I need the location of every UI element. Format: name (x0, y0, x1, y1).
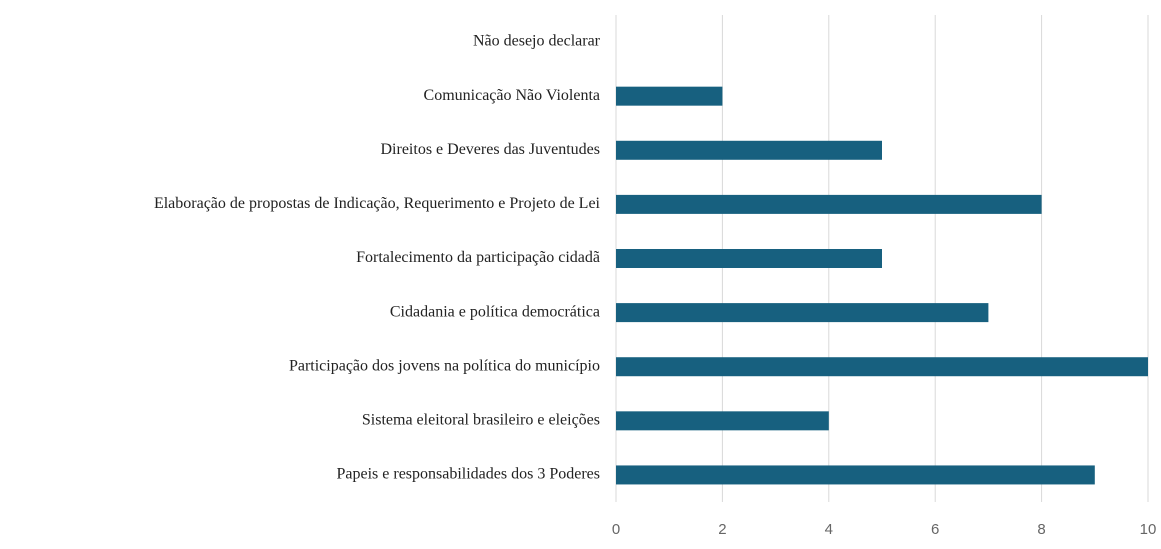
y-tick-label: Participação dos jovens na política do m… (289, 357, 600, 374)
y-tick-label: Fortalecimento da participação cidadã (356, 249, 600, 266)
x-tick-label: 8 (1037, 521, 1045, 538)
y-tick-label: Papeis e responsabilidades dos 3 Poderes (336, 466, 600, 483)
bar (616, 194, 1042, 214)
y-tick-label: Elaboração de propostas de Indicação, Re… (154, 195, 601, 212)
bar (616, 411, 829, 431)
bar (616, 249, 882, 268)
y-tick-label: Sistema eleitoral brasileiro e eleições (362, 412, 600, 429)
y-tick-label: Cidadania e política democrática (390, 303, 600, 320)
y-tick-label: Não desejo declarar (473, 33, 601, 50)
x-tick-label: 2 (718, 521, 726, 538)
bar (616, 303, 989, 323)
bar (616, 357, 1148, 377)
x-tick-label: 6 (931, 521, 939, 538)
bar (616, 465, 1095, 485)
x-tick-label: 4 (825, 521, 833, 538)
x-tick-label: 0 (612, 521, 620, 538)
bar (616, 140, 882, 160)
y-tick-label: Direitos e Deveres das Juventudes (381, 141, 601, 158)
x-tick-label: 10 (1140, 521, 1157, 538)
bar (616, 86, 723, 106)
y-tick-label: Comunicação Não Violenta (424, 87, 600, 104)
